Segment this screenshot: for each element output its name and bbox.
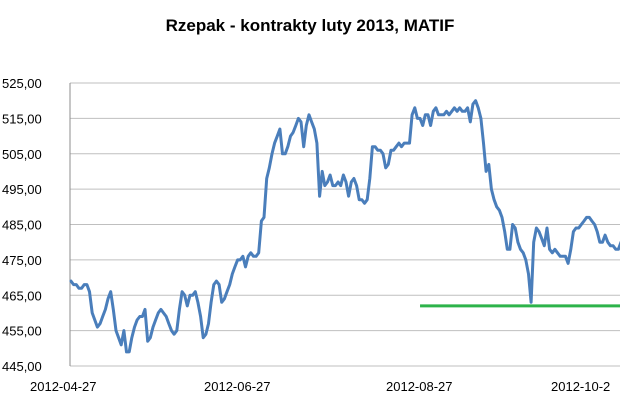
- chart-title: Rzepak - kontrakty luty 2013, MATIF: [165, 16, 455, 35]
- x-tick-label: 2012-04-27: [30, 379, 97, 394]
- x-tick-label: 2012-06-27: [204, 379, 271, 394]
- series-line: [69, 99, 620, 354]
- y-tick-label: 505,00: [2, 147, 42, 162]
- y-tick-label: 515,00: [2, 111, 42, 126]
- y-tick-label: 465,00: [2, 288, 42, 303]
- y-tick-label: 485,00: [2, 218, 42, 233]
- y-tick-label: 445,00: [2, 359, 42, 374]
- y-tick-label: 455,00: [2, 324, 42, 339]
- y-tick-label: 495,00: [2, 182, 42, 197]
- y-tick-label: 525,00: [2, 76, 42, 91]
- x-tick-label: 2012-10-2: [551, 379, 610, 394]
- y-tick-label: 475,00: [2, 253, 42, 268]
- x-tick-label: 2012-08-27: [386, 379, 453, 394]
